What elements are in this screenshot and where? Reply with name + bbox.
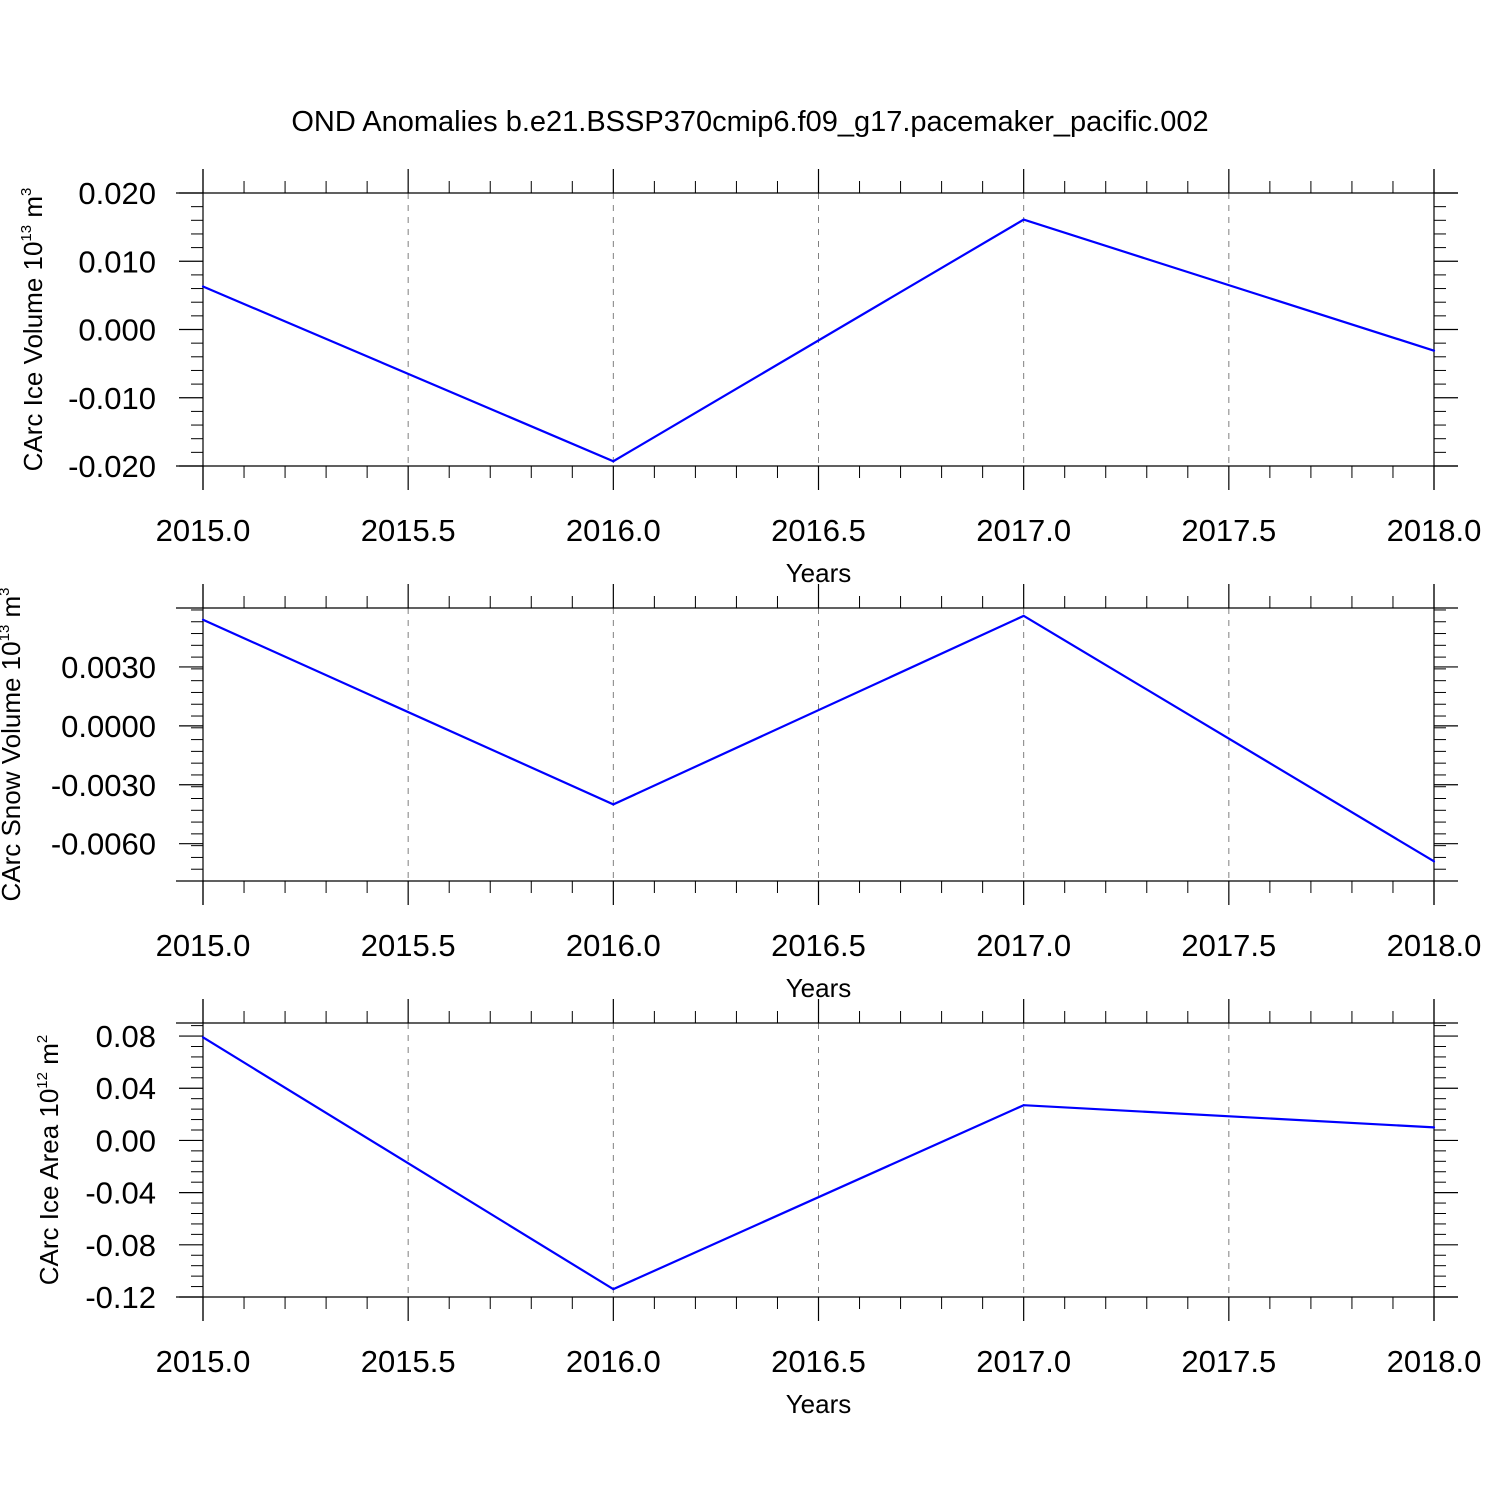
x-tick-label: 2015.0	[156, 513, 251, 548]
x-tick-label: 2017.5	[1181, 1344, 1276, 1379]
y-axis-label-unit: m	[34, 1043, 64, 1072]
data-point	[201, 618, 205, 621]
y-tick-label: 0.08	[96, 1019, 156, 1054]
y-tick-label: 0.010	[78, 244, 156, 279]
y-axis-label: CArc Ice Area 1012 m2	[34, 1035, 64, 1285]
y-axis-label: CArc Snow Volume 1013 m3	[0, 587, 26, 901]
y-tick-label: 0.000	[78, 313, 156, 348]
x-tick-label: 2016.5	[771, 513, 866, 548]
y-axis-label-exponent: 12	[34, 1072, 51, 1089]
data-point	[201, 1036, 205, 1039]
data-point	[201, 285, 205, 288]
x-tick-label: 2016.0	[566, 513, 661, 548]
y-tick-label: -0.04	[85, 1176, 156, 1211]
x-axis-label: Years	[786, 558, 852, 588]
y-axis-label-text: CArc Snow Volume 10	[0, 641, 26, 901]
series-line	[202, 218, 1435, 463]
y-tick-label: 0.04	[96, 1071, 156, 1106]
y-axis-label: CArc Ice Volume 1013 m3	[18, 188, 48, 472]
panel-2: 2015.0 2015.5 2016.0 2016.5 2017.0 2017.5 2018…	[0, 584, 1481, 1003]
x-tick-label: 2018.0	[1387, 1344, 1482, 1379]
y-axis-label-unit: m	[18, 196, 48, 225]
y-tick-label: -0.0060	[51, 827, 156, 862]
x-tick-label: 2017.5	[1181, 513, 1276, 548]
y-axis-label-exponent: 13	[0, 625, 13, 642]
x-tick-label: 2017.0	[976, 1344, 1071, 1379]
y-axis-label-text: CArc Ice Volume 10	[18, 242, 48, 472]
panels: 2015.0 2015.5 2016.0 2016.5 2017.0 2017.5 2018…	[0, 169, 1481, 1419]
data-point	[1432, 1126, 1436, 1129]
y-axis-label-exponent: 13	[18, 225, 35, 242]
x-tick-label: 2015.0	[156, 928, 251, 963]
data-point	[1432, 860, 1436, 863]
data-point	[612, 1288, 615, 1291]
y-axis-label-unit: m	[0, 596, 26, 625]
series-line	[202, 1036, 1435, 1291]
x-tick-label: 2018.0	[1387, 513, 1482, 548]
y-axis-label-unit-exponent: 3	[18, 188, 35, 196]
data-point	[1432, 349, 1436, 352]
y-tick-label: -0.08	[85, 1228, 156, 1263]
x-tick-label: 2017.5	[1181, 928, 1276, 963]
y-tick-label: -0.020	[68, 449, 156, 484]
y-tick-label: -0.12	[85, 1280, 156, 1315]
data-point	[612, 460, 615, 463]
y-axis-label-unit-exponent: 2	[34, 1035, 51, 1043]
x-tick-label: 2016.0	[566, 1344, 661, 1379]
y-axis-label-unit-exponent: 3	[0, 587, 13, 595]
y-tick-label: 0.0000	[61, 709, 156, 744]
x-tick-label: 2016.5	[771, 1344, 866, 1379]
x-tick-label: 2017.0	[976, 928, 1071, 963]
y-tick-label: -0.010	[68, 381, 156, 416]
x-axis-label: Years	[786, 973, 852, 1003]
y-axis-label-text: CArc Ice Area 10	[34, 1089, 64, 1286]
x-tick-label: 2015.0	[156, 1344, 251, 1379]
x-tick-label: 2017.0	[976, 513, 1071, 548]
x-tick-label: 2015.5	[361, 928, 456, 963]
y-tick-label: -0.0030	[51, 768, 156, 803]
panel-3: 2015.0 2015.5 2016.0 2016.5 2017.0 2017.5 2018…	[34, 999, 1481, 1419]
x-tick-label: 2016.5	[771, 928, 866, 963]
x-tick-label: 2016.0	[566, 928, 661, 963]
x-tick-label: 2015.5	[361, 513, 456, 548]
y-tick-label: 0.020	[78, 176, 156, 211]
x-axis-label: Years	[786, 1389, 852, 1419]
data-point	[1022, 218, 1025, 221]
series-line	[202, 614, 1435, 863]
panel-1: 2015.0 2015.5 2016.0 2016.5 2017.0 2017.5 2018…	[18, 169, 1481, 588]
x-tick-label: 2015.5	[361, 1344, 456, 1379]
data-point	[612, 803, 615, 806]
data-point	[1022, 1104, 1025, 1107]
y-tick-label: 0.00	[96, 1123, 156, 1158]
x-tick-label: 2018.0	[1387, 928, 1482, 963]
y-tick-label: 0.0030	[61, 650, 156, 685]
data-point	[1022, 614, 1025, 617]
figure-title: OND Anomalies b.e21.BSSP370cmip6.f09_g17…	[291, 106, 1208, 138]
